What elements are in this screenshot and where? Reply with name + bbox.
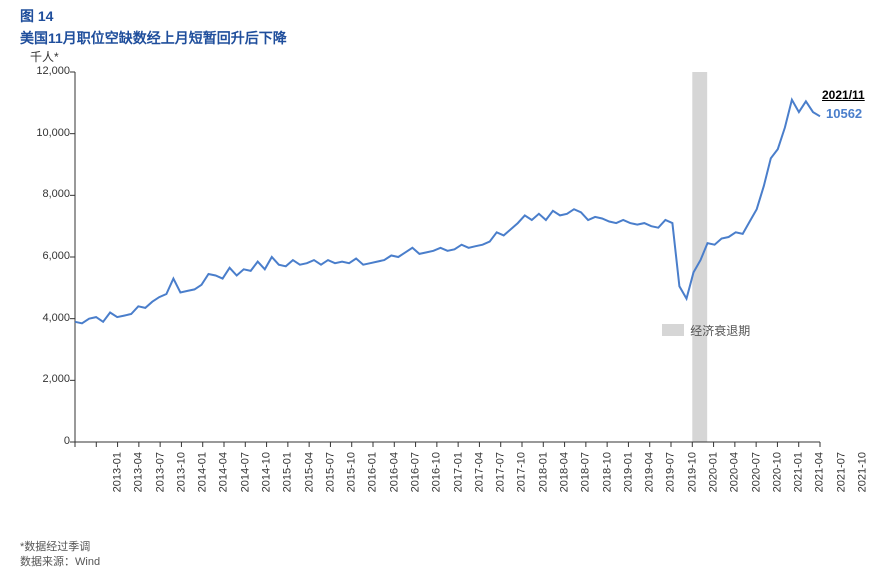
x-tick-label: 2019-07 (665, 452, 677, 492)
chart-svg (20, 64, 865, 509)
x-tick-label: 2017-10 (516, 452, 528, 492)
x-tick-label: 2016-01 (367, 452, 379, 492)
x-tick-label: 2014-07 (239, 452, 251, 492)
x-tick-label: 2020-10 (771, 452, 783, 492)
x-tick-label: 2014-01 (197, 452, 209, 492)
x-tick-label: 2013-04 (133, 452, 145, 492)
y-tick-label: 6,000 (25, 250, 70, 262)
footnote-source: 数据来源：Wind (20, 555, 100, 570)
y-tick-label: 8,000 (25, 188, 70, 200)
x-tick-label: 2018-10 (601, 452, 613, 492)
recession-band (692, 72, 707, 442)
x-tick-label: 2013-07 (154, 452, 166, 492)
x-tick-label: 2020-07 (750, 452, 762, 492)
x-tick-label: 2018-04 (558, 452, 570, 492)
x-tick-label: 2018-07 (580, 452, 592, 492)
legend-marker (662, 324, 684, 336)
x-tick-label: 2013-10 (175, 452, 187, 492)
x-tick-label: 2013-01 (111, 452, 123, 492)
footnote-adjustment: *数据经过季调 (20, 540, 100, 555)
x-tick-label: 2015-07 (324, 452, 336, 492)
y-tick-label: 0 (25, 435, 70, 447)
x-tick-label: 2021-07 (835, 452, 847, 492)
x-tick-label: 2017-01 (452, 452, 464, 492)
x-tick-label: 2021-01 (793, 452, 805, 492)
x-tick-label: 2019-10 (686, 452, 698, 492)
x-tick-label: 2020-01 (707, 452, 719, 492)
x-tick-label: 2017-04 (473, 452, 485, 492)
x-tick-label: 2014-10 (260, 452, 272, 492)
data-line (75, 100, 820, 323)
x-tick-label: 2016-04 (388, 452, 400, 492)
x-tick-label: 2014-04 (218, 452, 230, 492)
x-tick-label: 2017-07 (495, 452, 507, 492)
x-tick-label: 2019-01 (622, 452, 634, 492)
x-tick-label: 2018-01 (537, 452, 549, 492)
x-tick-label: 2015-04 (303, 452, 315, 492)
chart-title: 美国11月职位空缺数经上月短暂回升后下降 (20, 28, 287, 48)
x-tick-label: 2015-01 (282, 452, 294, 492)
x-tick-label: 2020-04 (729, 452, 741, 492)
callout-value: 10562 (826, 106, 862, 121)
chart-area: 0 2,000 4,000 6,000 8,000 10,000 12,000 2013-01… (20, 64, 865, 509)
x-tick-label: 2016-10 (431, 452, 443, 492)
x-tick-label: 2021-04 (814, 452, 826, 492)
x-tick-label: 2015-10 (346, 452, 358, 492)
y-axis-unit: 千人* (30, 48, 59, 65)
y-tick-label: 12,000 (25, 65, 70, 77)
y-tick-label: 10,000 (25, 127, 70, 139)
legend: 经济衰退期 (662, 322, 750, 339)
y-tick-label: 2,000 (25, 373, 70, 385)
figure-number: 图 14 (20, 6, 287, 26)
x-tick-label: 2019-04 (644, 452, 656, 492)
callout-date: 2021/11 (822, 88, 865, 102)
x-tick-label: 2016-07 (409, 452, 421, 492)
y-tick-label: 4,000 (25, 312, 70, 324)
legend-label: 经济衰退期 (690, 322, 750, 339)
x-tick-label: 2021-10 (856, 452, 868, 492)
